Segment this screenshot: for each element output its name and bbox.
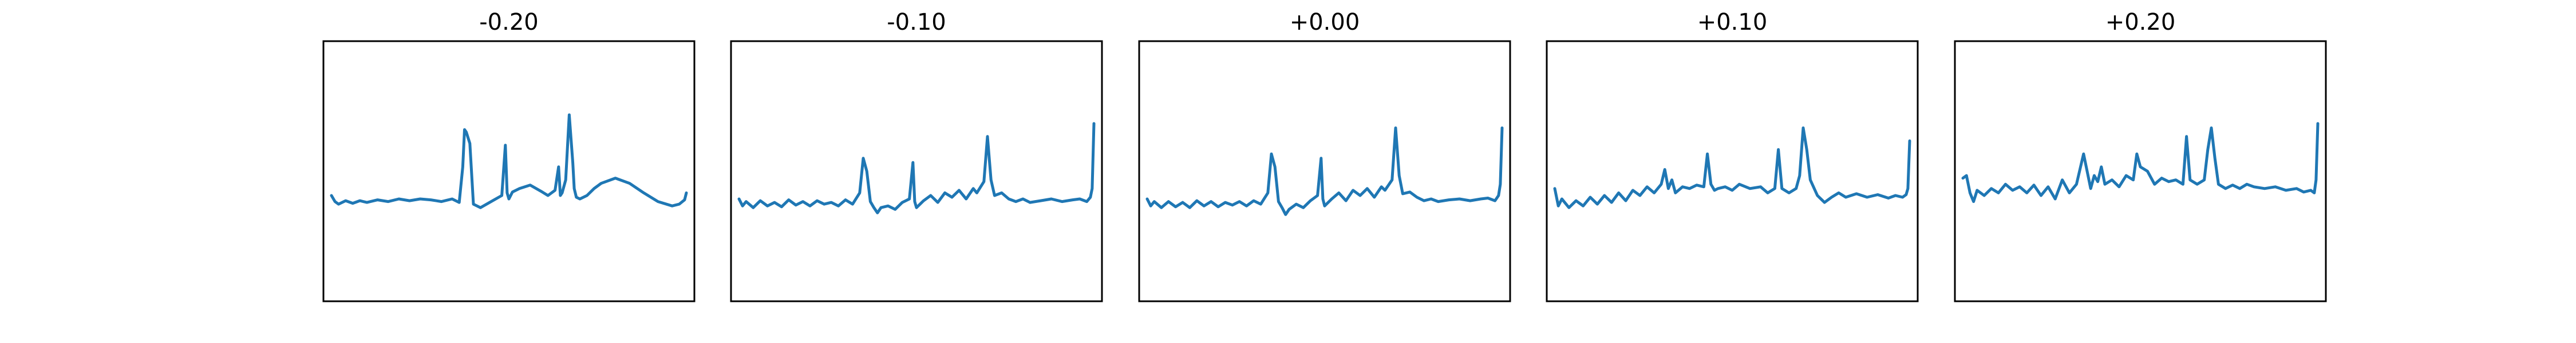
series-line-1	[330, 113, 688, 209]
chart-panel-5: +0.20	[1954, 9, 2327, 302]
panel-title: -0.10	[887, 9, 946, 35]
chart-panel-2: -0.10	[730, 9, 1103, 302]
axes-frame	[322, 40, 696, 302]
series-line-1	[1145, 126, 1504, 216]
axes-frame	[1954, 40, 2327, 302]
chart-panel-3: +0.00	[1138, 9, 1511, 302]
axes-frame	[730, 40, 1103, 302]
panel-title: -0.20	[479, 9, 539, 35]
panel-title: +0.00	[1290, 9, 1360, 35]
panel-title: +0.10	[1697, 9, 1768, 35]
chart-panel-4: +0.10	[1546, 9, 1919, 302]
series-line-1	[1961, 122, 2320, 204]
series-line-1	[737, 122, 1096, 214]
axes-frame	[1138, 40, 1511, 302]
chart-panel-1: -0.20	[322, 9, 696, 302]
axes-frame	[1546, 40, 1919, 302]
series-line-1	[1553, 126, 1911, 209]
panel-title: +0.20	[2105, 9, 2176, 35]
